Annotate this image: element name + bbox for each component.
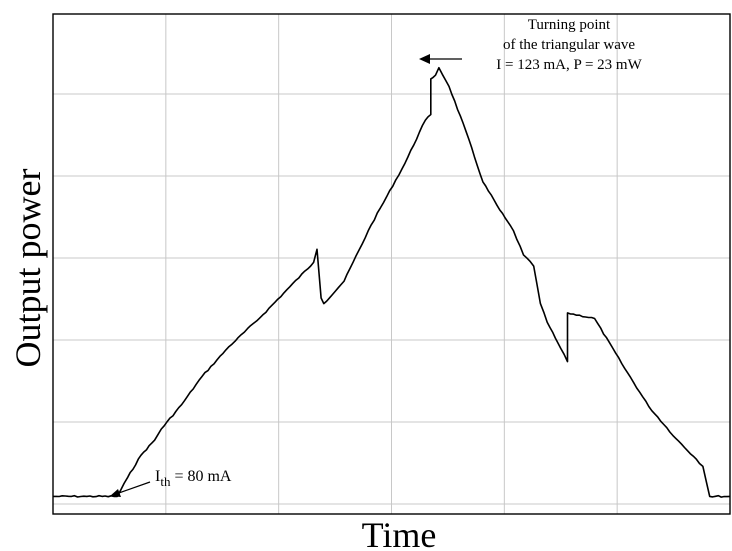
grid [53,14,730,514]
threshold-label-subscript: th [160,474,171,489]
threshold-arrow-shaft [115,481,151,495]
threshold-label: Ith = 80 mA [155,468,232,489]
x-axis-label: Time [362,515,437,551]
turning-point-line-1: Turning point [528,17,611,33]
turning-point-annotation: Turning point of the triangular wave I =… [419,17,643,73]
turning-point-arrow-head [419,54,430,64]
series-line [53,66,731,498]
y-axis-label: Output power [8,169,48,368]
threshold-arrow-head [110,489,121,497]
plot-frame [52,13,731,515]
threshold-label-value: = 80 mA [170,468,231,485]
turning-point-line-2: of the triangular wave [503,37,635,53]
turning-point-line-3: I = 123 mA, P = 23 mW [496,57,642,73]
threshold-label-main: I [155,468,160,485]
threshold-annotation: Ith = 80 mA [110,468,232,497]
